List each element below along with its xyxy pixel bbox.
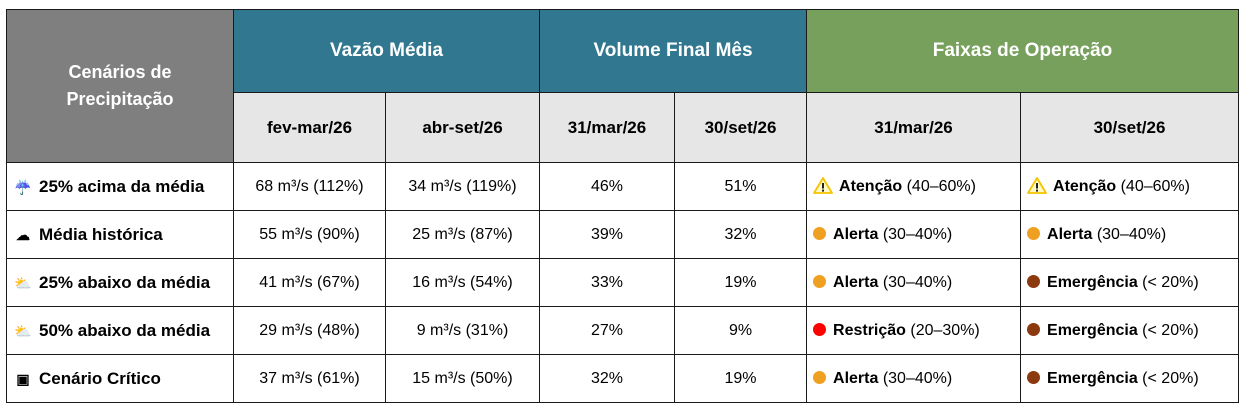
header-scenarios: Cenários de Precipitação — [6, 9, 234, 163]
scenario-label: 25% abaixo da média — [39, 272, 211, 292]
cell-vol1: 46% — [539, 162, 675, 211]
warning-icon — [1027, 177, 1047, 194]
scenario-label: Cenário Crítico — [39, 368, 161, 388]
scenario-cell: ☔ 25% acima da média — [6, 162, 234, 211]
cell-vazao2: 16 m³/s (54%) — [385, 258, 540, 307]
header-scenarios-label: Cenários de Precipitação — [66, 62, 174, 109]
faixa-range: (40–60%) — [902, 178, 976, 195]
scenario-cell: ⛅ 25% abaixo da média — [6, 258, 234, 307]
faixa-range: (< 20%) — [1137, 273, 1199, 291]
cell-vol1: 32% — [539, 354, 675, 403]
faixa-range: (30–40%) — [1092, 225, 1167, 243]
faixa-cell-1: Atenção (40–60%) — [806, 162, 1022, 211]
faixa-cell-2: Emergência (< 20%) — [1020, 258, 1240, 307]
faixa-range: (20–30%) — [905, 321, 980, 339]
cloud-icon: ☁ — [16, 226, 30, 243]
faixa-cell-2: Emergência (< 20%) — [1020, 306, 1240, 355]
scenario-table: Cenários de Precipitação Vazão Média Vol… — [6, 9, 1240, 403]
scenario-label: 50% abaixo da média — [39, 320, 211, 340]
faixa-name: Alerta — [833, 225, 879, 243]
subheader-faixa-2: 30/set/26 — [1020, 92, 1240, 163]
faixa-name: Alerta — [833, 369, 879, 387]
cell-vazao1: 41 m³/s (67%) — [233, 258, 386, 307]
cell-vazao1: 29 m³/s (48%) — [233, 306, 386, 355]
warning-icon — [813, 177, 833, 194]
table-row: ☔ 25% acima da média 68 m³/s (112%) 34 m³/s… — [6, 162, 1240, 211]
cell-vazao1: 68 m³/s (112%) — [233, 162, 386, 211]
faixa-name: Emergência — [1047, 273, 1138, 291]
faixa-name: Alerta — [833, 273, 879, 291]
faixa-cell-2: Emergência (< 20%) — [1020, 354, 1240, 403]
cell-vazao2: 15 m³/s (50%) — [385, 354, 540, 403]
header-faixas: Faixas de Operação — [806, 9, 1240, 93]
restricao-dot-icon — [813, 322, 827, 336]
scenario-cell: ⛅ 50% abaixo da média — [6, 306, 234, 355]
scenario-label: Média histórica — [39, 224, 163, 244]
faixa-cell-1: Alerta (30–40%) — [806, 210, 1022, 259]
faixa-cell-1: Alerta (30–40%) — [806, 354, 1022, 403]
subheader-volume-2: 30/set/26 — [673, 92, 808, 163]
faixa-cell-2: Alerta (30–40%) — [1020, 210, 1240, 259]
table-row: ▣ Cenário Crítico 37 m³/s (61%) 15 m³/s (50… — [6, 354, 1240, 403]
cell-vazao2: 9 m³/s (31%) — [385, 306, 540, 355]
subheader-vazao-1: fev-mar/26 — [233, 92, 386, 163]
faixa-name: Alerta — [1047, 225, 1093, 243]
faixa-name: Atenção — [839, 178, 903, 195]
rain-cloud-icon: ☔ — [14, 178, 32, 195]
cell-vol2: 32% — [673, 210, 808, 259]
table-row: ☁ Média histórica 55 m³/s (90%) 25 m³/s (87… — [6, 210, 1240, 259]
faixa-name: Emergência — [1047, 321, 1138, 339]
faixa-name: Restrição — [833, 321, 906, 339]
partly-cloudy-icon: ⛅ — [14, 274, 32, 291]
faixa-name: Atenção — [1053, 178, 1117, 195]
faixa-range: (30–40%) — [878, 273, 953, 291]
emergencia-dot-icon — [1027, 322, 1041, 336]
alerta-dot-icon — [813, 274, 827, 288]
faixa-name: Emergência — [1047, 369, 1138, 387]
faixa-cell-2: Atenção (40–60%) — [1020, 162, 1240, 211]
faixa-range: (< 20%) — [1137, 369, 1199, 387]
alerta-dot-icon — [813, 226, 827, 240]
cell-vol2: 9% — [673, 306, 808, 355]
faixa-range: (40–60%) — [1116, 178, 1190, 195]
scenario-cell: ▣ Cenário Crítico — [6, 354, 234, 403]
sun-behind-cloud-icon: ⛅ — [14, 322, 32, 339]
subheader-volume-1: 31/mar/26 — [539, 92, 675, 163]
cell-vazao2: 34 m³/s (119%) — [385, 162, 540, 211]
scenario-cell: ☁ Média histórica — [6, 210, 234, 259]
cell-vazao2: 25 m³/s (87%) — [385, 210, 540, 259]
header-vazao: Vazão Média — [233, 9, 540, 93]
subheader-faixa-1: 31/mar/26 — [806, 92, 1022, 163]
emergencia-dot-icon — [1027, 370, 1041, 384]
header-volume: Volume Final Mês — [538, 9, 808, 93]
faixa-cell-1: Restrição (20–30%) — [806, 306, 1022, 355]
faixa-range: (< 20%) — [1137, 321, 1199, 339]
cell-vol1: 33% — [539, 258, 675, 307]
cell-vol1: 39% — [539, 210, 675, 259]
cell-vazao1: 37 m³/s (61%) — [233, 354, 386, 403]
scenario-label: 25% acima da média — [39, 176, 205, 196]
monitor-icon: ▣ — [16, 370, 30, 387]
faixa-range: (30–40%) — [878, 369, 953, 387]
emergencia-dot-icon — [1027, 274, 1041, 288]
cell-vol2: 19% — [673, 258, 808, 307]
alerta-dot-icon — [813, 370, 827, 384]
faixa-cell-1: Alerta (30–40%) — [806, 258, 1022, 307]
cell-vol1: 27% — [539, 306, 675, 355]
table-row: ⛅ 25% abaixo da média 41 m³/s (67%) 16 m³/s… — [6, 258, 1240, 307]
cell-vol2: 19% — [673, 354, 808, 403]
subheader-vazao-2: abr-set/26 — [385, 92, 540, 163]
faixa-range: (30–40%) — [878, 225, 953, 243]
cell-vazao1: 55 m³/s (90%) — [233, 210, 386, 259]
table-row: ⛅ 50% abaixo da média 29 m³/s (48%) 9 m³/s … — [6, 306, 1240, 355]
alerta-dot-icon — [1027, 226, 1041, 240]
cell-vol2: 51% — [673, 162, 808, 211]
